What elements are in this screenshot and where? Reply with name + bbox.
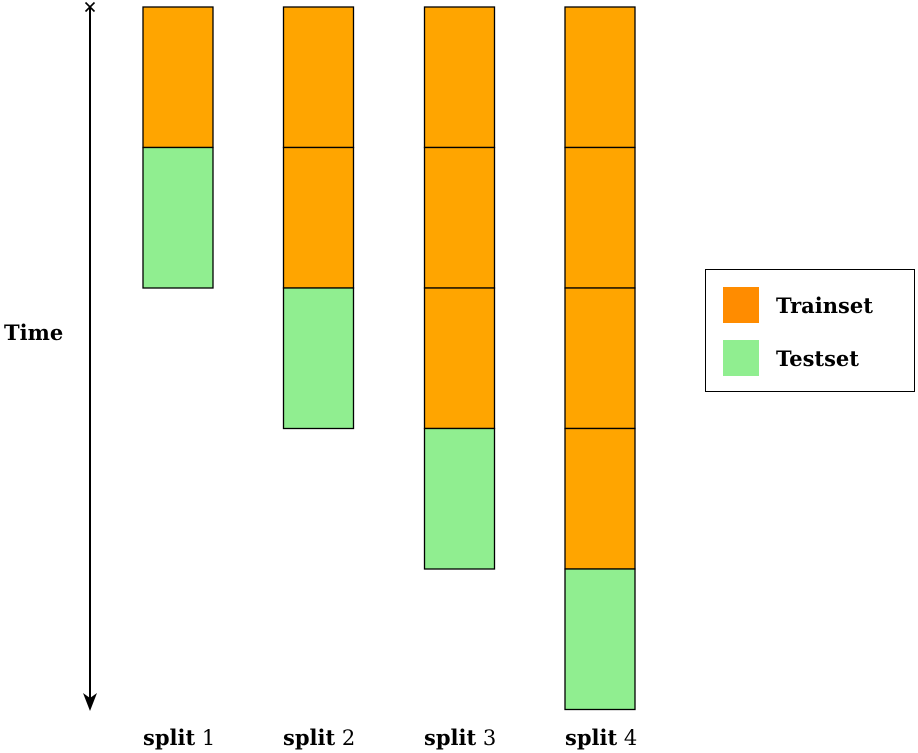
split-4-train-block-1 <box>564 6 636 149</box>
axis-start-cross-icon <box>84 1 96 13</box>
split-1-train-block-1 <box>142 6 214 149</box>
legend-train-label: Trainset <box>776 292 873 318</box>
split-4-train-block-4 <box>564 427 636 570</box>
split-bars <box>142 6 636 711</box>
split-2-test-block-3 <box>282 287 355 430</box>
split-label: split 3 <box>424 725 496 750</box>
split-2-train-block-1 <box>282 6 355 149</box>
split-3-train-block-2 <box>423 146 496 289</box>
split-4-train-block-2 <box>564 146 636 289</box>
axis-arrowhead-icon <box>83 693 97 711</box>
split-4-test-block-5 <box>564 568 636 711</box>
legend: Trainset Testset <box>705 269 915 392</box>
legend-test-label: Testset <box>776 345 859 371</box>
split-3-train-block-3 <box>423 287 496 430</box>
trainset-swatch <box>723 287 759 323</box>
split-label: split 4 <box>565 725 637 750</box>
split-label: split 2 <box>283 725 355 750</box>
split-2-train-block-2 <box>282 146 355 289</box>
legend-item-test: Testset <box>723 340 859 376</box>
testset-swatch <box>723 340 759 376</box>
legend-item-train: Trainset <box>723 287 873 323</box>
split-1-test-block-2 <box>142 146 214 289</box>
split-3-train-block-1 <box>423 6 496 149</box>
split-3-test-block-4 <box>423 427 496 570</box>
split-4-train-block-3 <box>564 287 636 430</box>
time-axis-label: Time <box>4 320 63 345</box>
split-label: split 1 <box>143 725 215 750</box>
